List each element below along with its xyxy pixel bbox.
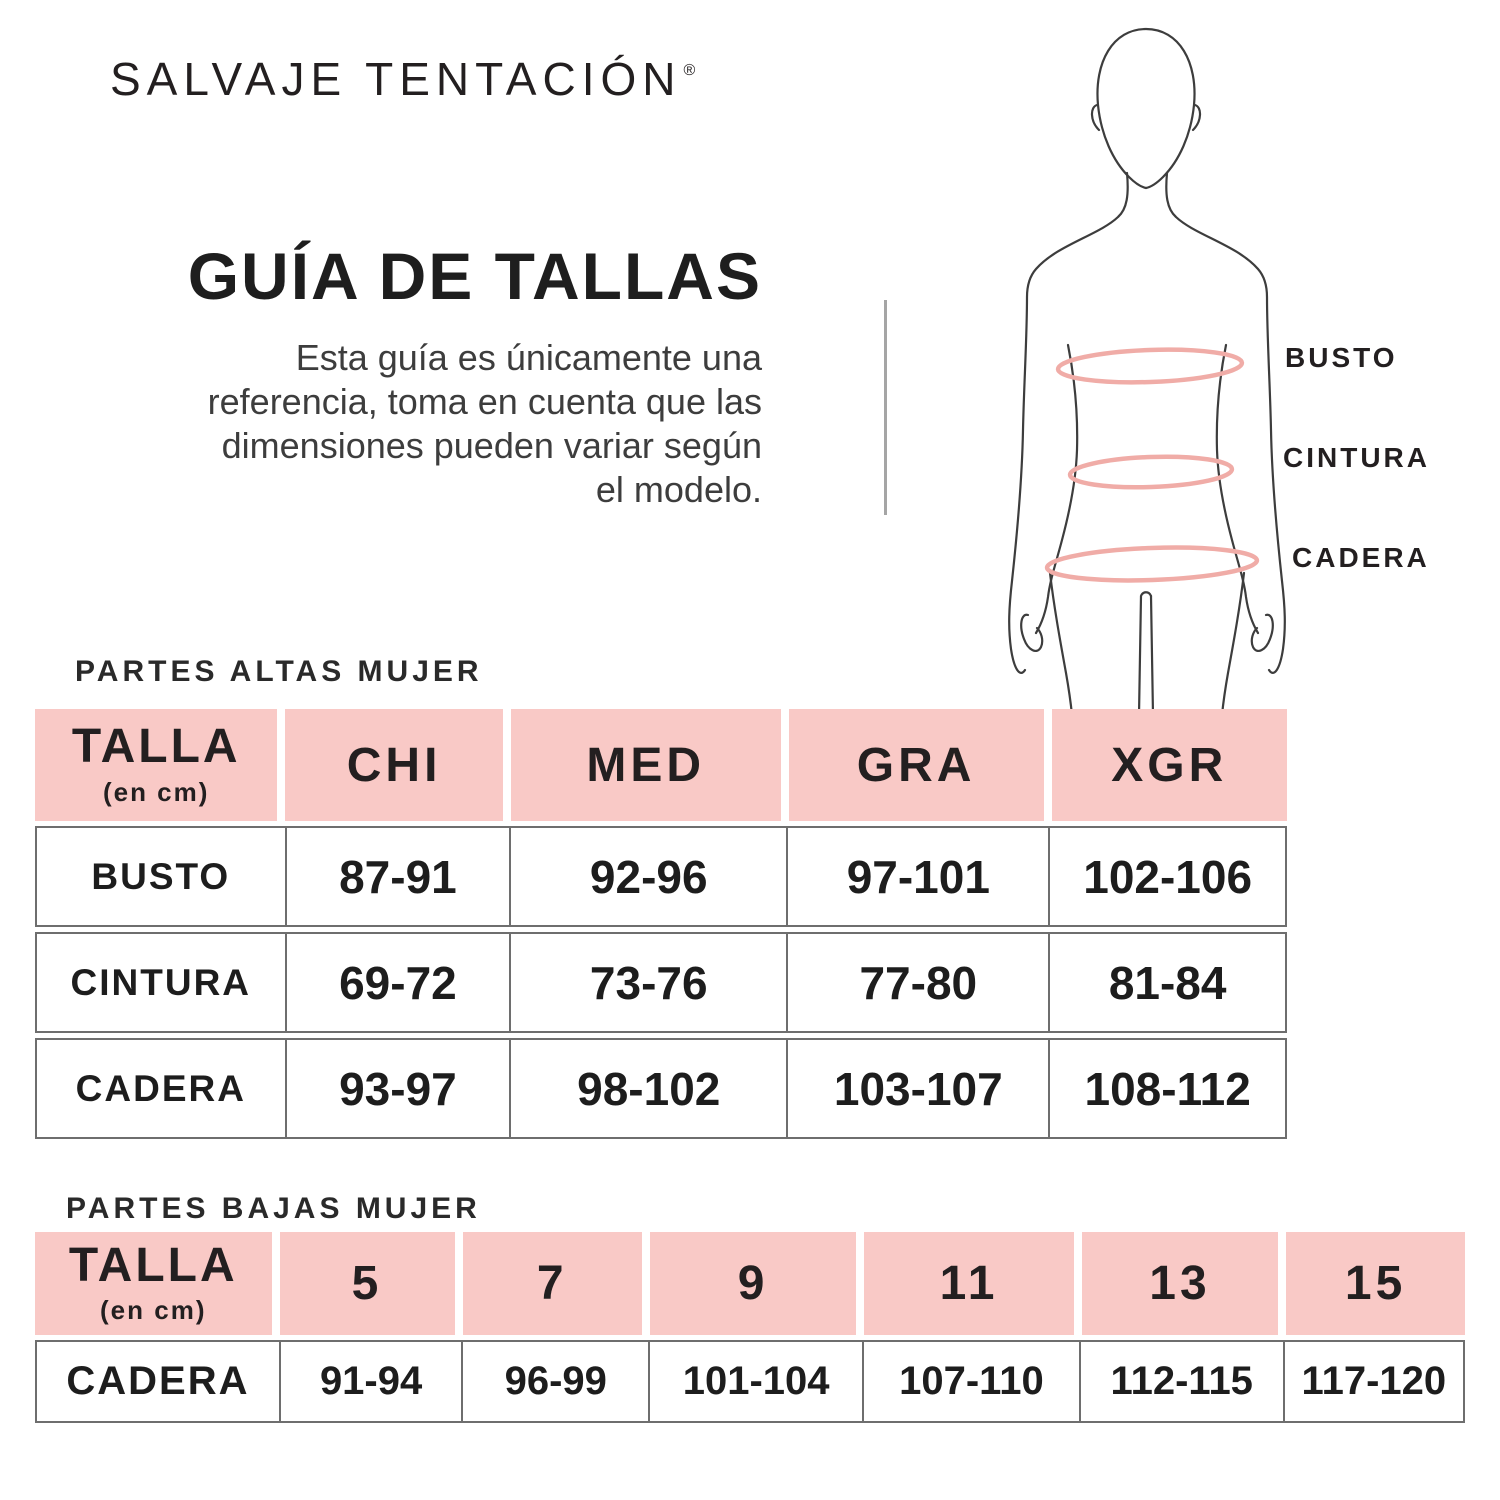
- left-neck-shoulder-arm: [1008, 171, 1129, 675]
- brand-logo: SALVAJE TENTACIÓN ®: [110, 52, 696, 106]
- value-cell: 87-91: [287, 828, 512, 925]
- header-cell-talla: TALLA (en cm): [35, 709, 286, 821]
- right-neck-shoulder-arm: [1165, 171, 1286, 675]
- row-label-cell: CADERA: [37, 1342, 281, 1421]
- value-cell: 102-106: [1083, 850, 1253, 903]
- value-cell: 101-104: [650, 1342, 865, 1421]
- guide-description-line: Esta guía es únicamente una: [295, 337, 762, 378]
- right-thumb: [1250, 613, 1274, 652]
- hip-ellipse: [1044, 545, 1260, 583]
- table-header-row: TALLA (en cm) 5 7 9 11 13 15: [35, 1232, 1465, 1335]
- figure-label-busto: BUSTO: [1285, 342, 1398, 373]
- waist-ellipse: [1067, 454, 1235, 490]
- table-header-row: TALLA (en cm) CHI MED GRA XGR: [35, 709, 1287, 821]
- value-cell: 77-80: [788, 934, 1051, 1031]
- crotch-line-left: [1137, 591, 1153, 715]
- value-cell: 97-101: [788, 828, 1051, 925]
- value-cell: 81-84: [1108, 956, 1227, 1009]
- header-cell-size-gra: GRA: [788, 709, 1052, 821]
- table-row-cadera: CADERA 93-97 98-102 103-107 108-112: [35, 1038, 1287, 1139]
- header-cell-size-13: 13: [1081, 1232, 1287, 1335]
- guide-intro: GUÍA DE TALLAS Esta guía es únicamente u…: [62, 238, 762, 512]
- value-cell: 93-97: [287, 1040, 512, 1137]
- figure-label-cadera: CADERA: [1292, 542, 1430, 573]
- guide-description: Esta guía es únicamente una referencia, …: [62, 336, 762, 512]
- header-cell-size-15: 15: [1286, 1232, 1465, 1335]
- header-cell-size-5: 5: [279, 1232, 463, 1335]
- value-cell: 108-112: [1084, 1062, 1251, 1115]
- value-cell: 91-94: [281, 1342, 464, 1421]
- section-title-partes-altas: PARTES ALTAS MUJER: [75, 655, 483, 688]
- section-title-partes-bajas: PARTES BAJAS MUJER: [66, 1192, 481, 1225]
- crotch-line-right: [1149, 594, 1155, 715]
- registered-mark: ®: [683, 61, 696, 79]
- right-ear: [1191, 103, 1202, 132]
- value-cell: 96-99: [463, 1342, 651, 1421]
- bottoms-size-table: TALLA (en cm) 5 7 9 11 13 15 CADERA 91-94 96-99 101…: [35, 1232, 1465, 1423]
- right-hip-thigh: [1220, 571, 1246, 715]
- value-cell: 92-96: [511, 828, 789, 925]
- guide-description-line: el modelo.: [595, 469, 762, 510]
- header-cell-size-9: 9: [649, 1232, 865, 1335]
- header-cell-size-chi: CHI: [285, 709, 511, 821]
- talla-label: TALLA: [71, 720, 241, 774]
- header-cell-size-11: 11: [864, 1232, 1082, 1335]
- header-cell-talla: TALLA (en cm): [35, 1232, 280, 1335]
- value-cell: 117-120: [1301, 1359, 1447, 1403]
- left-inner-arm: [1034, 343, 1079, 635]
- talla-label: TALLA: [68, 1238, 238, 1292]
- value-cell: 73-76: [511, 934, 789, 1031]
- table-row-cadera: CADERA 91-94 96-99 101-104 107-110 112-115 117…: [35, 1340, 1465, 1423]
- right-inner-arm: [1215, 343, 1260, 635]
- value-cell: 69-72: [287, 934, 512, 1031]
- talla-unit: (en cm): [100, 1295, 207, 1326]
- value-cell: 107-110: [864, 1342, 1081, 1421]
- header-cell-size-xgr: XGR: [1051, 709, 1287, 821]
- brand-name: SALVAJE TENTACIÓN: [110, 53, 682, 105]
- guide-description-line: referencia, toma en cuenta que las: [207, 381, 762, 422]
- vertical-divider: [884, 300, 887, 515]
- value-cell: 98-102: [511, 1040, 789, 1137]
- left-ear: [1090, 103, 1101, 132]
- table-row-cintura: CINTURA 69-72 73-76 77-80 81-84: [35, 932, 1287, 1033]
- header-cell-size-med: MED: [510, 709, 789, 821]
- row-label-cell: CADERA: [37, 1040, 287, 1137]
- page-title: GUÍA DE TALLAS: [187, 239, 762, 313]
- value-cell: 103-107: [788, 1040, 1051, 1137]
- tops-size-table: TALLA (en cm) CHI MED GRA XGR BUSTO 87-91 92-96 9…: [35, 709, 1287, 1139]
- row-label-cell: BUSTO: [37, 828, 287, 925]
- table-row-busto: BUSTO 87-91 92-96 97-101 102-106: [35, 826, 1287, 927]
- left-thumb: [1020, 613, 1044, 652]
- header-cell-size-7: 7: [462, 1232, 650, 1335]
- row-label-cell: CINTURA: [37, 934, 287, 1031]
- left-hip-thigh: [1048, 571, 1074, 715]
- value-cell: 112-115: [1081, 1342, 1285, 1421]
- figure-label-cintura: CINTURA: [1283, 442, 1430, 473]
- talla-unit: (en cm): [102, 776, 210, 807]
- bust-ellipse: [1055, 347, 1245, 385]
- body-silhouette-figure: [1008, 27, 1286, 715]
- head-outline: [1096, 27, 1196, 190]
- guide-description-line: dimensiones pueden variar según: [221, 425, 762, 466]
